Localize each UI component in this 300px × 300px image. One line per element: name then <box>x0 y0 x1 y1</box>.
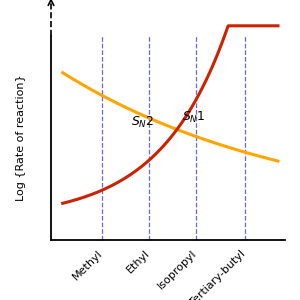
Text: Tertiary-butyl: Tertiary-butyl <box>188 248 247 300</box>
Text: Ethyl: Ethyl <box>124 248 152 275</box>
Text: Methyl: Methyl <box>71 248 105 282</box>
Text: Log {Rate of reaction}: Log {Rate of reaction} <box>16 75 26 201</box>
Text: Isopropyl: Isopropyl <box>156 248 198 291</box>
Text: $S_N1$: $S_N1$ <box>182 110 206 125</box>
Text: $S_N2$: $S_N2$ <box>130 115 154 130</box>
